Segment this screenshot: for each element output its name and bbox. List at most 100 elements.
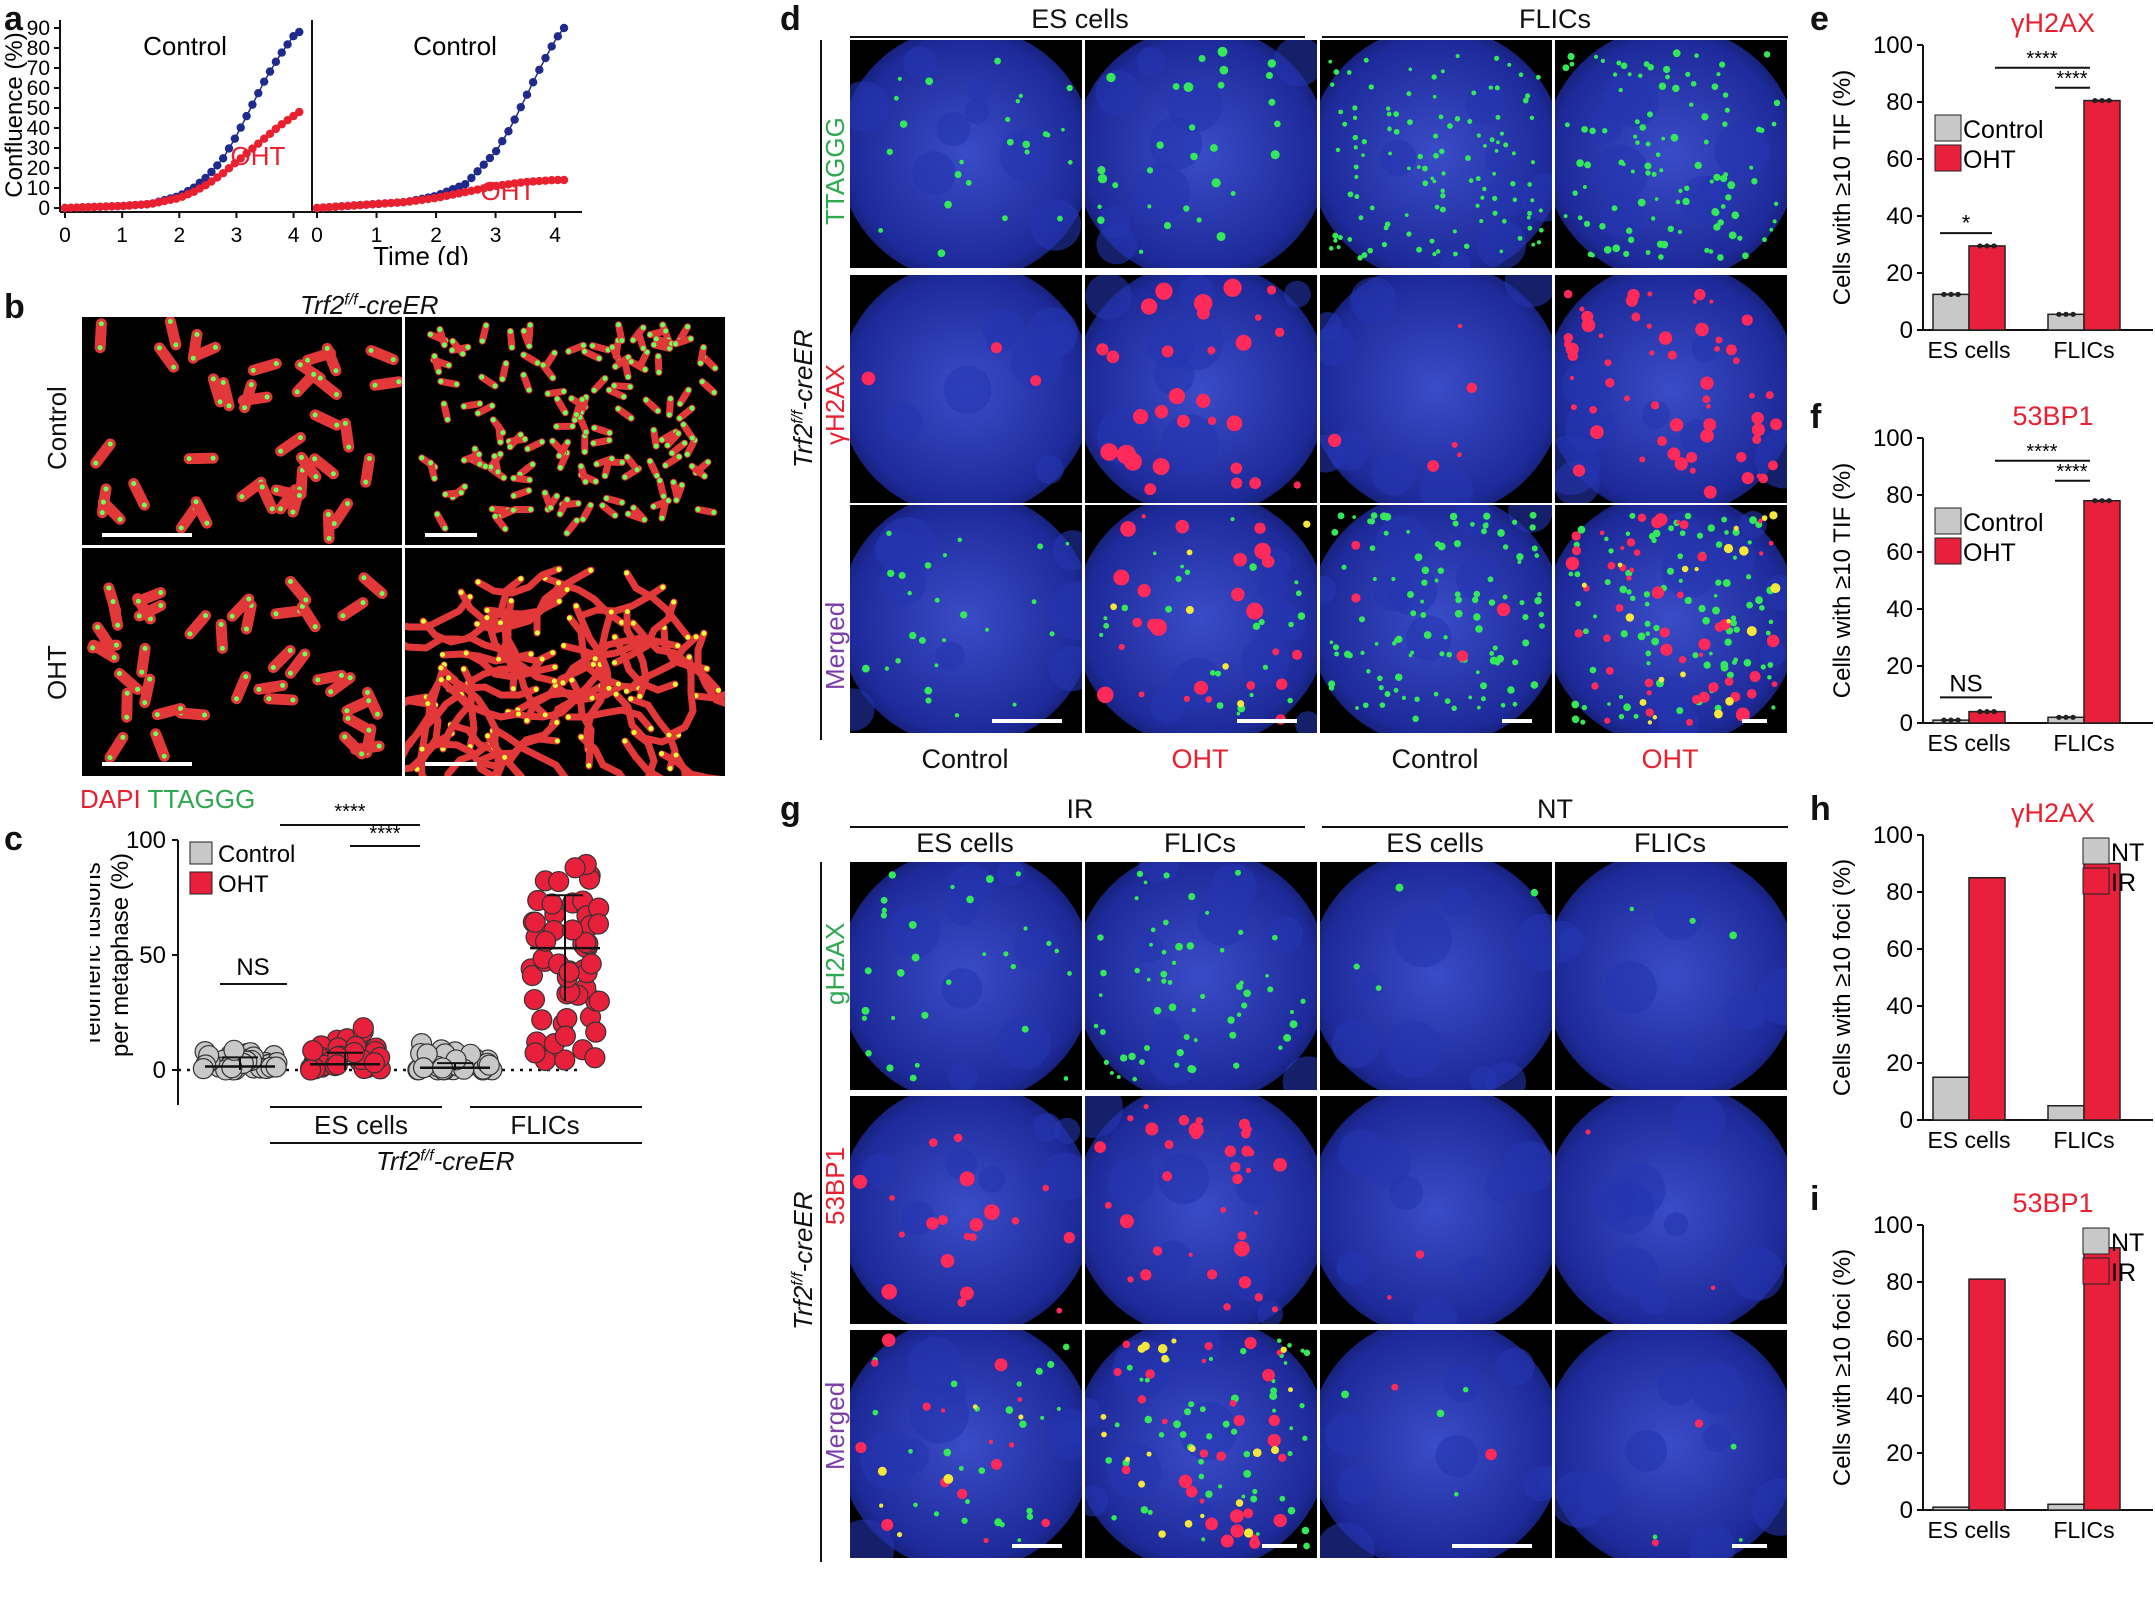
focus: [1209, 144, 1218, 152]
telomere-signal: [296, 493, 302, 499]
focus: [1709, 179, 1714, 184]
telomere-signal: [659, 437, 665, 443]
focus: [940, 1254, 955, 1268]
chromocenter: [1270, 605, 1306, 642]
focus: [1482, 186, 1487, 192]
focus: [1272, 648, 1280, 656]
chromosome: [623, 453, 641, 474]
focus: [921, 1011, 929, 1019]
telomere-signal: [438, 665, 444, 671]
telomere-signal: [460, 351, 466, 357]
focus: [1470, 521, 1475, 527]
focus: [1746, 601, 1753, 609]
focus: [1479, 219, 1484, 224]
telomere-signal: [360, 600, 366, 606]
focus: [1023, 926, 1028, 931]
telomere-signal: [266, 696, 272, 702]
chromosome: [360, 452, 375, 488]
telomere-signal: [688, 336, 694, 342]
panel-label-e: e: [1810, 0, 1829, 38]
chromosome: [239, 379, 257, 414]
chromosome: [164, 317, 182, 351]
focus: [1663, 65, 1671, 74]
focus: [1592, 614, 1598, 619]
telomere-signal: [643, 397, 649, 403]
focus: [1193, 294, 1213, 313]
focus: [1701, 113, 1709, 121]
chromosome: [611, 353, 632, 371]
chromosome: [491, 512, 509, 533]
telomere-signal: [666, 412, 672, 418]
focus: [1393, 128, 1400, 135]
chromosome: [590, 375, 609, 394]
telomere-signal: [502, 526, 508, 532]
focus: [1123, 452, 1142, 471]
telomere-signal: [345, 715, 351, 721]
telomere-signal: [593, 478, 599, 484]
focus: [891, 1015, 896, 1020]
c-point: [524, 911, 546, 933]
c-point: [541, 893, 563, 915]
focus: [991, 1458, 1002, 1470]
focus: [1358, 215, 1364, 221]
chromosome: [623, 569, 692, 641]
i-bar-0-0: [1932, 1506, 1970, 1511]
chromosome: [342, 712, 375, 736]
focus: [1333, 69, 1340, 75]
focus: [1408, 67, 1413, 72]
focus: [1118, 643, 1125, 651]
focus: [1454, 609, 1463, 618]
focus: [1471, 90, 1477, 96]
telomere-signal: [445, 416, 451, 422]
chromocenter: [1515, 913, 1552, 971]
focus: [911, 953, 920, 962]
focus: [1103, 1059, 1109, 1065]
chromocenter: [1026, 307, 1078, 359]
chromocenter: [1283, 280, 1311, 308]
telomere-signal: [561, 643, 567, 649]
telomere-signal: [515, 711, 521, 717]
focus: [1466, 382, 1477, 394]
i-legend-swatch-1: [2082, 1227, 2110, 1255]
telomere-signal: [328, 689, 334, 695]
telomere-signal: [193, 499, 199, 505]
focus: [1539, 623, 1545, 629]
focus: [1433, 133, 1439, 139]
focus: [1146, 977, 1151, 982]
c-point: [554, 1049, 576, 1071]
telomere-signal: [534, 630, 540, 636]
focus: [1145, 1122, 1159, 1136]
focus: [1651, 586, 1665, 599]
focus: [1121, 604, 1129, 612]
chromocenter: [1389, 1176, 1424, 1210]
panel-g-image-r3-c4: [1555, 1330, 1787, 1558]
focus: [1519, 600, 1525, 606]
focus: [1587, 251, 1594, 258]
focus: [985, 627, 990, 632]
telomere-signal: [259, 484, 265, 490]
focus: [1152, 458, 1170, 476]
panel-label-i: i: [1810, 1180, 1820, 1218]
focus: [1577, 215, 1583, 221]
a-ylabel: Confluence (%): [1, 32, 28, 197]
h-ytick-label: 80: [1886, 879, 1913, 906]
focus: [1299, 1403, 1305, 1409]
focus: [1684, 185, 1690, 191]
focus: [1332, 232, 1339, 239]
focus: [1162, 1171, 1173, 1182]
telomere-signal: [566, 348, 572, 354]
focus: [1650, 216, 1656, 221]
focus: [1496, 602, 1511, 617]
telomere-signal: [693, 634, 699, 640]
telomere-signal: [210, 376, 216, 382]
focus: [1266, 285, 1277, 295]
telomere-signal: [669, 450, 675, 456]
focus: [1369, 205, 1375, 211]
focus: [1581, 310, 1594, 323]
focus: [1352, 134, 1359, 141]
telomere-signal: [655, 408, 661, 414]
focus: [1437, 542, 1446, 551]
focus: [1475, 203, 1480, 208]
focus: [1455, 53, 1460, 59]
telomere-signal: [226, 403, 232, 409]
